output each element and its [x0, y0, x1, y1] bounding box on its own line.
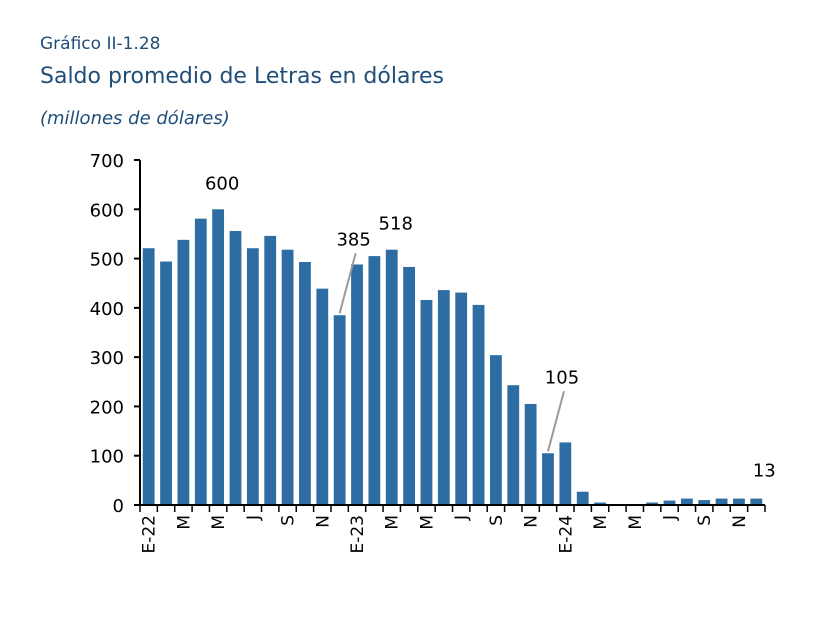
bar	[594, 502, 606, 505]
y-tick-label: 100	[90, 447, 124, 468]
bar	[472, 304, 485, 505]
bar	[403, 266, 415, 505]
leader-line	[338, 252, 357, 314]
bar	[576, 491, 589, 505]
data-label: 600	[205, 173, 239, 194]
data-label: 105	[545, 367, 579, 388]
leader-line	[547, 390, 565, 452]
y-tick-label: 200	[90, 397, 124, 418]
data-label: 13	[753, 461, 776, 482]
chart-title: Saldo promedio de Letras en dólares	[40, 64, 445, 89]
bar	[281, 249, 294, 505]
bar	[229, 230, 242, 505]
bar	[646, 502, 659, 505]
x-tick-label: S	[487, 515, 507, 526]
data-label: 385	[336, 229, 370, 250]
bar	[420, 299, 433, 505]
bar	[698, 500, 711, 505]
bar	[351, 264, 363, 505]
x-tick-label: M	[209, 515, 229, 530]
bar	[160, 261, 172, 505]
bar	[437, 290, 450, 505]
x-tick-label: N	[730, 515, 750, 528]
bar	[750, 498, 763, 505]
bar	[194, 218, 207, 505]
x-tick-label: M	[174, 515, 194, 530]
x-tick-label: M	[626, 515, 646, 530]
chart-units: (millones de dólares)	[40, 108, 230, 129]
bar	[542, 453, 554, 505]
bar	[264, 235, 277, 505]
bar	[715, 498, 728, 505]
bar	[680, 498, 693, 505]
chart-label: Gráfico II-1.28	[40, 34, 161, 54]
x-tick-label: J	[244, 515, 264, 521]
x-tick-label: N	[522, 515, 542, 528]
x-tick-label: M	[591, 515, 611, 530]
y-tick-label: 400	[90, 299, 124, 320]
bar	[246, 248, 259, 505]
bar	[663, 500, 676, 505]
bar	[455, 292, 468, 505]
bar	[368, 256, 381, 505]
y-tick-label: 300	[90, 348, 124, 369]
x-tick-label: E-24	[556, 515, 576, 554]
y-tick-label: 700	[90, 151, 124, 172]
y-tick-label: 600	[90, 200, 124, 221]
bar	[490, 355, 502, 505]
x-tick-label: E-23	[348, 515, 368, 554]
x-tick-label: M	[417, 515, 437, 530]
bar	[385, 249, 398, 505]
x-tick-label: E-22	[140, 515, 160, 554]
bar	[333, 315, 346, 505]
x-tick-label: J	[452, 515, 472, 521]
data-label: 518	[379, 214, 413, 235]
bar	[316, 288, 329, 505]
bar	[142, 248, 155, 505]
bar	[524, 403, 537, 505]
bar	[559, 442, 572, 505]
x-tick-label: J	[661, 515, 681, 521]
bar	[212, 209, 225, 506]
x-tick-label: S	[695, 515, 715, 526]
bar	[299, 262, 311, 505]
x-tick-label: S	[279, 515, 299, 526]
x-tick-label: M	[383, 515, 403, 530]
bar	[733, 498, 745, 505]
x-tick-label: N	[313, 515, 333, 528]
bar	[507, 385, 520, 505]
y-tick-label: 500	[90, 250, 124, 271]
y-tick-label: 0	[113, 496, 124, 517]
bar	[177, 239, 190, 505]
